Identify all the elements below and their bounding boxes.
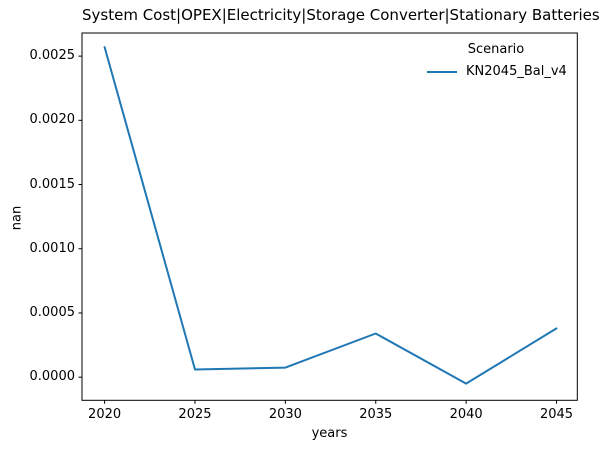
legend-item: KN2045_Bal_v4 bbox=[417, 64, 575, 80]
x-tick-label: 2020 bbox=[88, 407, 122, 422]
chart-title: System Cost|OPEX|Electricity|Storage Con… bbox=[82, 6, 600, 24]
y-tick-label: 0.0025 bbox=[29, 48, 76, 64]
y-tick-label: 0.0015 bbox=[29, 176, 76, 192]
x-tick-label: 2035 bbox=[359, 407, 393, 422]
x-tick-label: 2040 bbox=[449, 407, 483, 422]
legend-item-label: KN2045_Bal_v4 bbox=[466, 64, 567, 79]
legend-title: Scenario bbox=[467, 42, 525, 57]
x-tick-label: 2025 bbox=[178, 407, 212, 422]
x-tick-label: 2030 bbox=[268, 407, 302, 422]
legend: Scenario KN2045_Bal_v4 bbox=[417, 42, 575, 80]
y-tick-label: 0.0010 bbox=[29, 240, 76, 256]
y-tick-label: 0.0005 bbox=[29, 304, 76, 320]
x-axis-label: years bbox=[311, 426, 348, 441]
x-tick-label: 2045 bbox=[539, 407, 574, 422]
legend-line-sample bbox=[427, 71, 457, 73]
y-axis-label: nan bbox=[9, 205, 25, 231]
y-tick-label: 0.0000 bbox=[29, 369, 76, 385]
y-tick-label: 0.0020 bbox=[29, 112, 76, 128]
